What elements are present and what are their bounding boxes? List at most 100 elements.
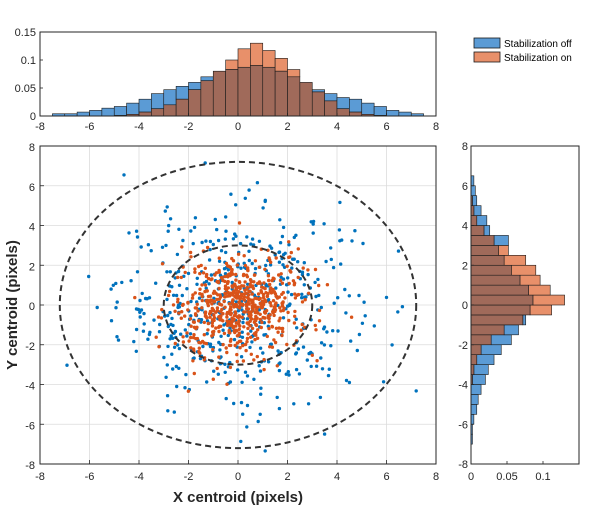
scatter-point-off	[114, 281, 118, 286]
scatter-point-on	[229, 323, 233, 328]
scatter-point-on	[237, 280, 242, 284]
scatter-point-off	[247, 258, 251, 263]
scatter-point-on	[224, 346, 228, 350]
scatter-point-on	[228, 331, 232, 335]
scatter-point-off	[216, 372, 220, 376]
scatter-point-off	[277, 406, 282, 411]
scatter-point-off	[297, 372, 302, 376]
right-hist-bar	[511, 264, 537, 276]
legend-label-off: Stabilization off	[504, 39, 572, 50]
scatter-point-off	[319, 341, 324, 345]
scatter-point-off	[115, 335, 119, 339]
scatter-point-off	[181, 238, 185, 243]
scatter-point-on	[253, 259, 258, 263]
scatter-point-off	[317, 293, 321, 298]
scatter-point-on	[292, 283, 296, 287]
scatter-point-on	[255, 354, 259, 359]
scatter-point-off	[245, 403, 250, 408]
top-hist-bar	[225, 59, 239, 70]
scatter-point-off	[311, 222, 315, 226]
top-hist-bar-overlap	[311, 91, 325, 117]
scatter-point-off	[154, 281, 158, 285]
scatter-point-off	[276, 349, 280, 353]
scatter-point-on	[198, 287, 202, 291]
scatter-point-on	[218, 315, 223, 319]
scatter-point-on	[247, 297, 251, 301]
top-hist-xtick-label: -2	[184, 121, 194, 133]
scatter-point-on	[242, 325, 246, 329]
scatter-point-off	[197, 296, 202, 300]
scatter-ellipse	[58, 160, 418, 450]
scatter-point-off	[326, 373, 331, 378]
scatter-point-on	[277, 273, 281, 277]
scatter-ytick-label: -8	[25, 460, 35, 472]
scatter-point-off	[166, 229, 170, 233]
scatter-point-on	[293, 296, 298, 300]
scatter-point-on	[210, 324, 215, 328]
scatter-point-off	[344, 378, 349, 383]
scatter-point-on	[277, 326, 281, 330]
scatter-point-on	[176, 300, 180, 304]
scatter-point-on	[293, 314, 297, 318]
right-hist-bar	[532, 294, 565, 306]
scatter-point-off	[177, 305, 182, 309]
scatter-point-on	[256, 328, 260, 332]
scatter-point-off	[211, 242, 215, 247]
scatter-point-on	[301, 266, 305, 270]
scatter-point-off	[322, 327, 326, 331]
scatter-point-off	[177, 346, 182, 351]
scatter-point-off	[195, 276, 199, 280]
scatter-point-off	[120, 280, 124, 285]
right-hist-bar	[470, 394, 479, 405]
top-hist-bar	[163, 89, 177, 106]
legend-swatch-on	[473, 51, 501, 63]
scatter-point-on	[281, 301, 285, 305]
right-hist-bar-overlap	[470, 245, 499, 256]
scatter-point-off	[205, 332, 209, 336]
scatter-point-on	[248, 319, 252, 323]
scatter-point-off	[189, 314, 193, 318]
scatter-point-on	[262, 316, 266, 320]
scatter-point-on	[234, 278, 238, 282]
scatter-point-off	[215, 227, 219, 232]
scatter-point-on	[232, 317, 236, 322]
scatter-xtick-label: -8	[35, 471, 45, 483]
right-hist-bar-overlap	[470, 314, 524, 326]
scatter-point-on	[276, 330, 280, 334]
scatter-point-off	[322, 432, 327, 436]
scatter-point-off	[213, 217, 217, 222]
scatter-point-off	[228, 380, 233, 384]
right-histogram-ticks: -8 -6 -4 -2 0 2 4 6 8 0 0.05 0.1	[458, 141, 550, 483]
scatter-point-on	[204, 299, 209, 303]
scatter-point-off	[166, 344, 170, 349]
scatter-point-off	[332, 301, 336, 305]
scatter-point-on	[280, 281, 285, 285]
right-hist-bar	[480, 344, 502, 355]
scatter-point-off	[224, 215, 228, 219]
scatter-point-on	[260, 320, 264, 325]
scatter-point-off	[281, 253, 286, 257]
scatter-point-off	[339, 262, 343, 266]
scatter-point-on	[234, 272, 238, 277]
scatter-point-off	[129, 279, 133, 283]
scatter-point-on	[241, 343, 245, 348]
scatter-point-off	[344, 311, 348, 315]
scatter-point-on	[173, 309, 177, 313]
scatter-point-off	[111, 283, 116, 287]
scatter-point-on	[193, 270, 197, 274]
scatter-point-off	[245, 425, 249, 429]
scatter-point-off	[262, 333, 266, 337]
scatter-point-on	[218, 293, 222, 297]
scatter-point-off	[305, 358, 309, 362]
scatter-point-on	[217, 286, 221, 291]
scatter-point-on	[272, 305, 276, 309]
scatter-point-off	[252, 377, 256, 381]
scatter-point-on	[263, 311, 267, 315]
top-hist-ytick-label: 0.05	[15, 83, 36, 95]
scatter-point-off	[165, 270, 169, 274]
right-hist-bar	[483, 225, 491, 236]
scatter-point-off	[274, 286, 278, 290]
scatter-ellipses	[58, 160, 418, 450]
right-hist-bar	[519, 274, 541, 286]
scatter-point-on	[267, 278, 271, 283]
